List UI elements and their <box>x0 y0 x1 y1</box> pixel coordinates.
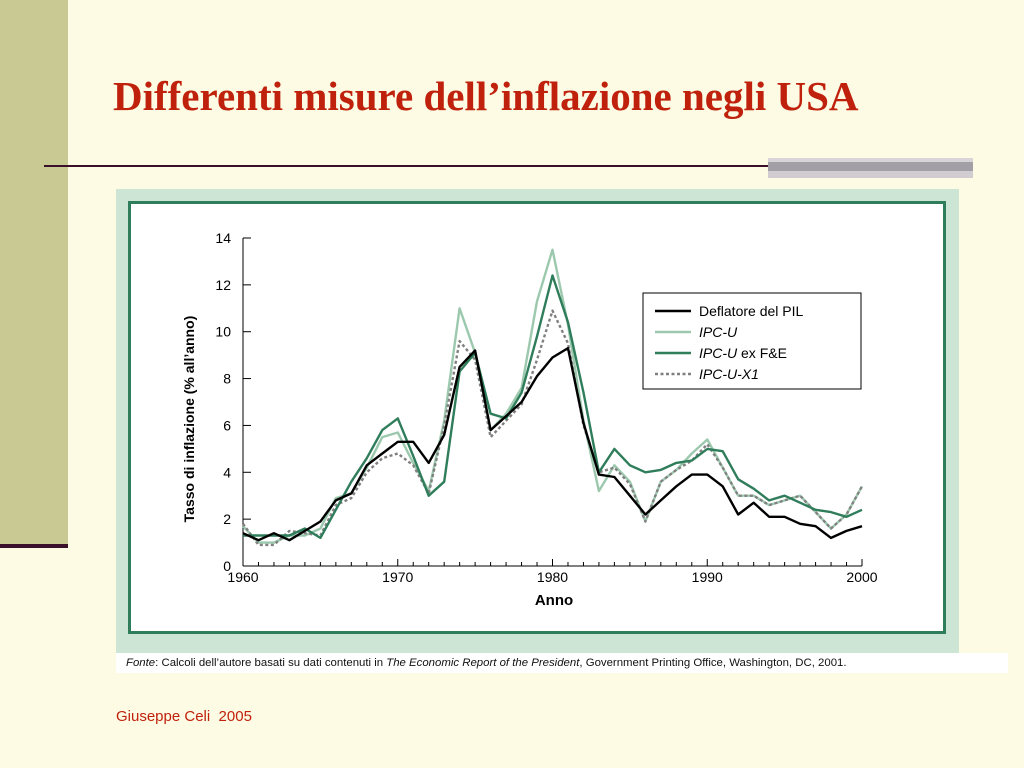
y-tick-label: 14 <box>215 230 231 246</box>
y-tick-label: 10 <box>215 324 231 340</box>
caption-label: Fonte <box>126 657 156 669</box>
sidebar-band <box>0 0 68 545</box>
x-tick-label: 1990 <box>692 569 723 585</box>
series-line-3 <box>242 309 864 547</box>
chart-frame: 0 2 4 6 8 10 12 14 1960 1970 1980 1990 2000 Deflator… <box>128 201 946 634</box>
series-line-2 <box>243 274 863 540</box>
x-tick-label: 2000 <box>846 569 877 585</box>
caption-text-before: : Calcoli dell’autore basati su dati con… <box>155 657 387 669</box>
chart-series-layer <box>242 248 864 547</box>
slide-footer: Giuseppe Celi 2005 <box>116 708 252 725</box>
sidebar-rule <box>0 544 68 548</box>
caption-text-after: , Government Printing Office, Washington… <box>579 657 847 669</box>
caption-report-title: The Economic Report of the President <box>386 657 580 669</box>
legend-label: Deflatore del PIL <box>699 303 803 319</box>
title-rule-accent <box>768 158 973 178</box>
x-tick-label: 1980 <box>537 569 568 585</box>
y-axis-label: Tasso di inflazione (% all’anno) <box>181 316 197 523</box>
title-rule <box>44 165 770 167</box>
y-tick-label: 6 <box>223 417 231 433</box>
y-tick-label: 4 <box>223 464 231 480</box>
y-tick-label: 12 <box>215 277 231 293</box>
legend-label: IPC-U <box>699 324 738 340</box>
x-tick-label: 1970 <box>382 569 413 585</box>
legend-label: IPC-U-X1 <box>699 366 759 382</box>
x-axis-label: Anno <box>535 592 573 609</box>
chart-legend: Deflatore del PIL IPC-U IPC-U ex F&E IPC-U-… <box>642 292 862 390</box>
y-tick-label: 8 <box>223 371 231 387</box>
slide-title: Differenti misure dell’inflazione negli … <box>113 73 859 119</box>
y-tick-label: 0 <box>223 558 231 574</box>
legend-label: IPC-U ex F&E <box>699 345 787 361</box>
y-tick-label: 2 <box>223 511 231 527</box>
line-chart: 0 2 4 6 8 10 12 14 1960 1970 1980 1990 2000 Deflator… <box>181 230 878 609</box>
source-caption: Fonte: Calcoli dell’autore basati su dat… <box>116 653 1008 673</box>
x-tick-label: 1960 <box>227 569 258 585</box>
series-line-0 <box>242 346 863 542</box>
chart-axes: 0 2 4 6 8 10 12 14 1960 1970 1980 1990 2000 <box>215 230 877 585</box>
